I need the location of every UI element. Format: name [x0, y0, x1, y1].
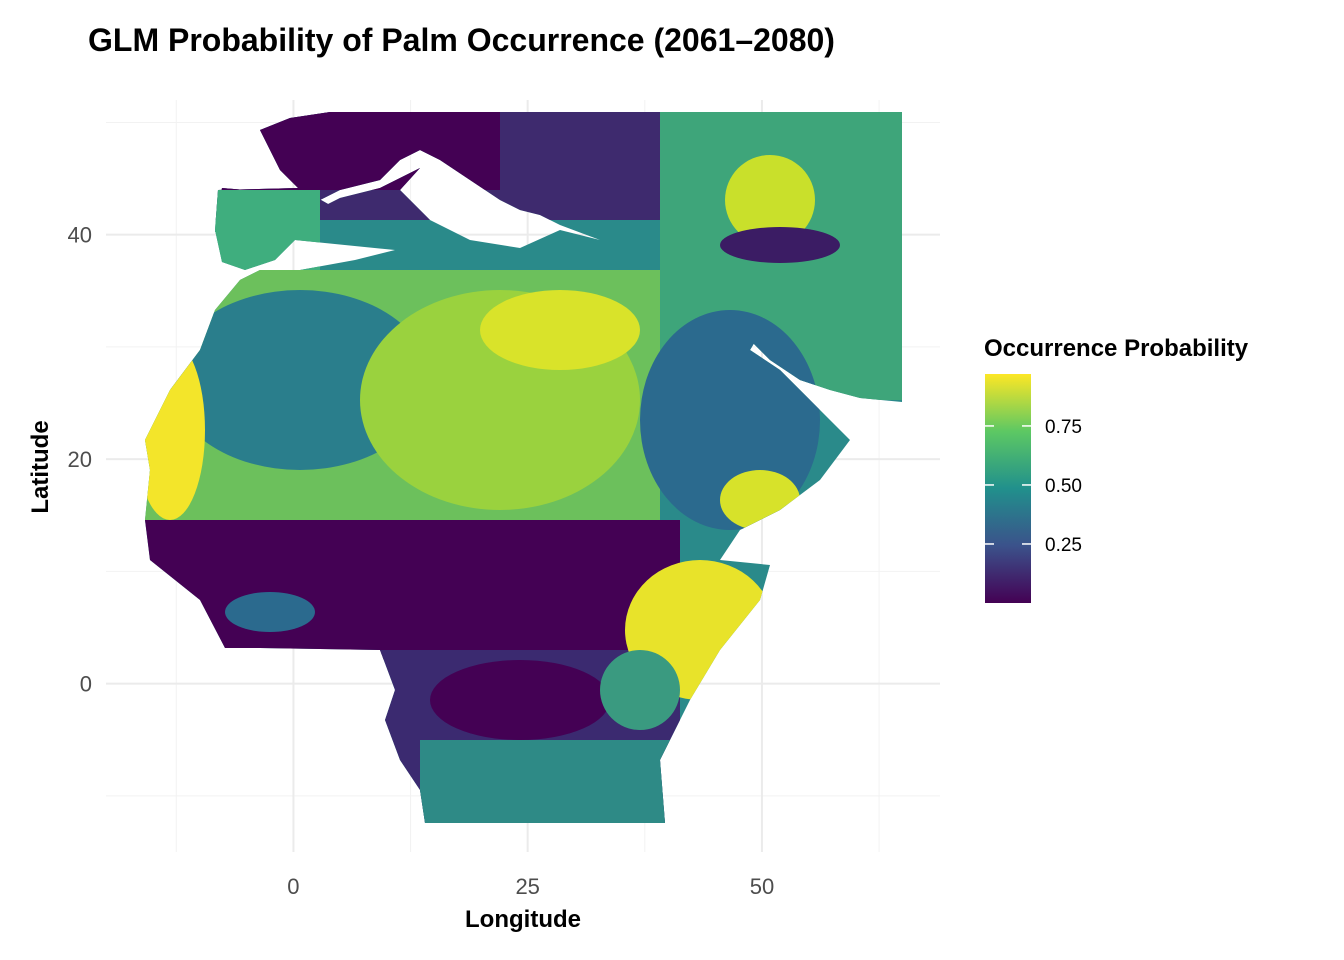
legend-tick-label: 0.75: [1045, 417, 1082, 438]
legend: Occurrence Probability 0.25 0.50 0.75: [984, 335, 1249, 603]
x-tick-label: 0: [287, 874, 299, 899]
legend-colorbar: [985, 374, 1031, 603]
y-tick-label: 40: [68, 223, 92, 248]
y-tick-label: 20: [68, 447, 92, 472]
x-tick-label: 25: [515, 874, 539, 899]
legend-tick-label: 0.50: [1045, 476, 1082, 497]
y-axis-title: Latitude: [27, 420, 54, 513]
x-axis-title: Longitude: [465, 906, 581, 933]
probability-raster: [145, 112, 902, 823]
legend-tick-label: 0.25: [1045, 535, 1082, 556]
y-axis-ticks: 0 20 40: [68, 223, 92, 697]
chart-title: GLM Probability of Palm Occurrence (2061…: [88, 22, 835, 58]
x-tick-label: 50: [750, 874, 774, 899]
legend-ticks: 0.25 0.50 0.75: [985, 417, 1082, 556]
legend-title: Occurrence Probability: [984, 335, 1249, 362]
x-axis-ticks: 0 25 50: [287, 874, 774, 899]
y-tick-label: 0: [80, 672, 92, 697]
